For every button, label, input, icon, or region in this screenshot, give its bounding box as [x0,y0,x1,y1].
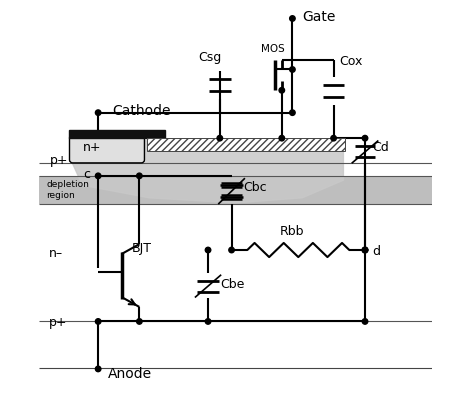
Circle shape [205,319,211,324]
Text: Anode: Anode [108,367,152,380]
Text: Csg: Csg [198,51,221,64]
Polygon shape [73,137,343,203]
Text: p+: p+ [50,154,69,168]
Text: BJT: BJT [131,242,152,255]
Text: Cd: Cd [372,141,389,154]
Text: Cox: Cox [340,55,363,68]
Circle shape [331,135,336,141]
Circle shape [290,110,295,115]
Text: depletion
region: depletion region [46,180,89,200]
Text: n+: n+ [83,141,102,154]
Circle shape [96,319,101,324]
Circle shape [217,135,223,141]
Circle shape [362,247,368,253]
Text: p+: p+ [49,316,68,329]
Text: Rbb: Rbb [280,225,305,238]
Text: n–: n– [49,248,63,260]
Circle shape [96,366,101,372]
Bar [69,129,165,138]
Circle shape [362,319,368,324]
Text: d: d [372,246,380,258]
Circle shape [137,319,142,324]
Circle shape [290,16,295,21]
FancyBboxPatch shape [70,135,145,163]
Circle shape [279,88,284,93]
Circle shape [279,135,284,141]
Circle shape [96,173,101,179]
Circle shape [96,110,101,115]
Circle shape [362,135,368,141]
Text: c: c [83,168,90,181]
Text: MOS: MOS [261,44,284,54]
Bar [147,138,345,151]
Bar [39,176,432,204]
Circle shape [362,247,368,253]
Circle shape [205,247,211,253]
Circle shape [229,247,235,253]
Text: Cathode: Cathode [112,104,171,118]
Circle shape [290,67,295,72]
Text: Gate: Gate [302,10,336,23]
Text: Cbe: Cbe [220,278,244,291]
Text: Cbc: Cbc [244,181,267,194]
Circle shape [137,173,142,179]
Circle shape [362,247,368,253]
